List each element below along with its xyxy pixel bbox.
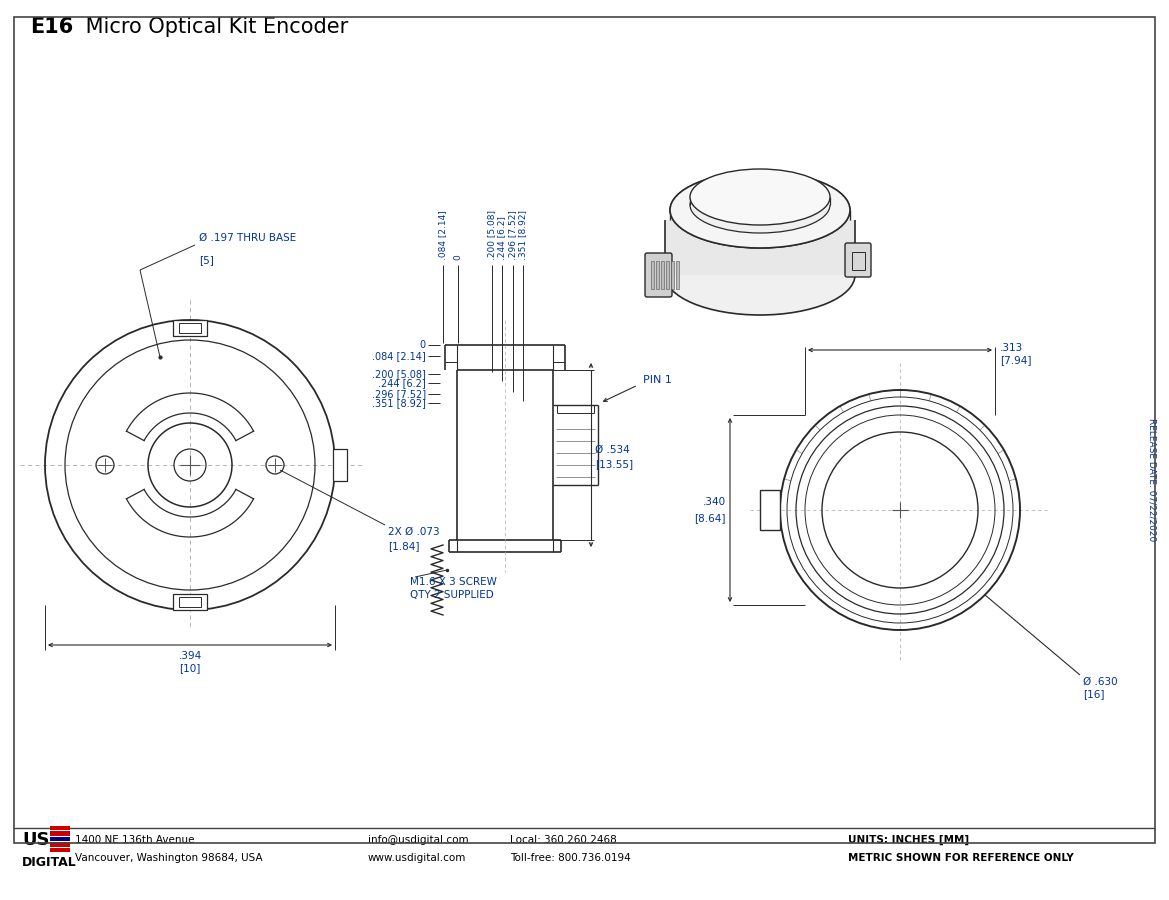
Text: .296 [7.52]: .296 [7.52] (372, 389, 426, 399)
FancyBboxPatch shape (845, 243, 871, 277)
Ellipse shape (690, 169, 830, 225)
Bar (852, 252, 865, 270)
Bar (660, 261, 664, 289)
Bar (50, 842, 70, 847)
Bar (173, 320, 207, 336)
Text: .313: .313 (999, 343, 1023, 353)
Text: 2X Ø .073: 2X Ø .073 (388, 527, 440, 537)
Bar (671, 261, 675, 289)
Bar (333, 449, 347, 481)
Text: RELEASE DATE: 07/22/2020: RELEASE DATE: 07/22/2020 (1148, 418, 1156, 542)
Text: 0: 0 (454, 254, 463, 260)
Bar (651, 261, 653, 289)
Text: .244 [6.2]: .244 [6.2] (379, 378, 426, 388)
Text: [7.94]: [7.94] (999, 355, 1031, 365)
Bar (50, 825, 70, 830)
Text: .200 [5.08]: .200 [5.08] (487, 210, 497, 260)
Text: 1400 NE 136th Avenue: 1400 NE 136th Avenue (75, 835, 194, 845)
Text: .084 [2.14]: .084 [2.14] (372, 351, 426, 361)
Bar (179, 597, 201, 607)
Text: Ø .630: Ø .630 (1082, 677, 1118, 687)
Bar (656, 261, 659, 289)
Text: Vancouver, Washington 98684, USA: Vancouver, Washington 98684, USA (75, 853, 263, 863)
Text: [1.84]: [1.84] (388, 541, 420, 551)
Bar (666, 261, 669, 289)
Text: Micro Optical Kit Encoder: Micro Optical Kit Encoder (79, 17, 348, 37)
Text: .244 [6.2]: .244 [6.2] (498, 216, 506, 260)
Text: [13.55]: [13.55] (595, 459, 634, 469)
Text: UNITS: INCHES [MM]: UNITS: INCHES [MM] (848, 835, 969, 845)
Text: .351 [8.92]: .351 [8.92] (372, 398, 426, 408)
Ellipse shape (665, 235, 855, 315)
Text: .351 [8.92]: .351 [8.92] (519, 210, 527, 260)
Bar (676, 261, 679, 289)
Text: [5]: [5] (199, 255, 214, 265)
Polygon shape (665, 220, 855, 275)
Bar (50, 836, 70, 841)
Text: M1.6 X 3 SCREW: M1.6 X 3 SCREW (410, 577, 497, 587)
Text: DIGITAL: DIGITAL (22, 856, 77, 868)
Text: .394: .394 (179, 651, 201, 661)
Text: [8.64]: [8.64] (694, 513, 726, 523)
Text: info@usdigital.com: info@usdigital.com (368, 835, 469, 845)
Text: .200 [5.08]: .200 [5.08] (372, 369, 426, 379)
Text: www.usdigital.com: www.usdigital.com (368, 853, 466, 863)
Ellipse shape (670, 172, 850, 248)
Text: .084 [2.14]: .084 [2.14] (438, 211, 448, 260)
Text: 0: 0 (420, 340, 426, 350)
Text: .296 [7.52]: .296 [7.52] (509, 210, 518, 260)
Text: QTY 2 SUPPLIED: QTY 2 SUPPLIED (410, 590, 493, 600)
Text: [10]: [10] (179, 663, 201, 673)
Text: US: US (22, 831, 49, 849)
Text: Toll-free: 800.736.0194: Toll-free: 800.736.0194 (510, 853, 631, 863)
Text: Ø .534: Ø .534 (595, 445, 630, 455)
Bar (50, 848, 70, 852)
Bar (173, 594, 207, 610)
Text: PIN 1: PIN 1 (643, 375, 672, 385)
Bar (760, 490, 780, 530)
Text: Local: 360.260.2468: Local: 360.260.2468 (510, 835, 617, 845)
Text: Ø .197 THRU BASE: Ø .197 THRU BASE (199, 233, 296, 243)
Text: METRIC SHOWN FOR REFERENCE ONLY: METRIC SHOWN FOR REFERENCE ONLY (848, 853, 1074, 863)
Ellipse shape (670, 172, 850, 248)
Bar (50, 831, 70, 835)
FancyBboxPatch shape (645, 253, 672, 297)
Polygon shape (690, 197, 830, 205)
Text: .340: .340 (703, 497, 726, 507)
Ellipse shape (690, 177, 830, 233)
Bar (179, 323, 201, 333)
Text: [16]: [16] (1082, 689, 1105, 699)
Text: E16: E16 (30, 17, 74, 37)
